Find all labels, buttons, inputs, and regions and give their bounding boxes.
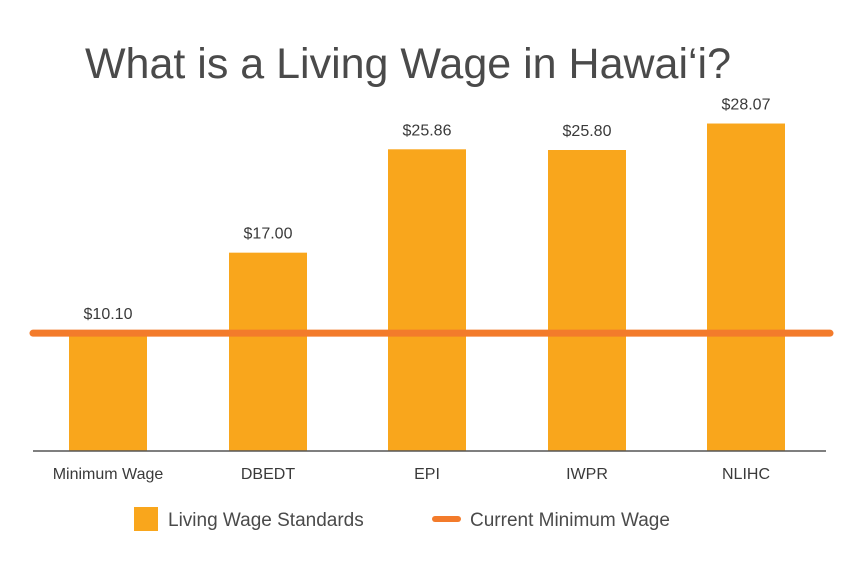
value-labels-group: $10.10 $17.00 $25.86 $25.80 $28.07 [84,97,771,324]
value-label-dbedt: $17.00 [244,226,293,243]
tick-label-epi: EPI [414,466,440,483]
bar-iwpr [548,150,626,451]
tick-label-dbedt: DBEDT [241,466,295,483]
legend-swatch-living-wage [134,507,158,531]
value-label-nlihc: $28.07 [722,97,771,114]
value-label-epi: $25.86 [403,122,452,139]
value-label-iwpr: $25.80 [563,123,612,140]
bars-group [69,123,785,452]
legend-label-minimum-wage: Current Minimum Wage [470,510,670,531]
bar-epi [388,149,466,452]
bar-dbedt [229,252,307,451]
chart-title: What is a Living Wage in Hawai‘i? [85,40,731,88]
tick-label-iwpr: IWPR [566,466,608,483]
value-label-minimum-wage: $10.10 [84,306,133,323]
bar-minimum-wage [69,333,147,451]
tick-label-minimum-wage: Minimum Wage [53,466,164,483]
bar-nlihc [707,123,785,452]
legend: Living Wage Standards Current Minimum Wa… [134,507,670,531]
legend-label-living-wage: Living Wage Standards [168,510,364,531]
tick-label-nlihc: NLIHC [722,466,770,483]
x-tick-labels: Minimum Wage DBEDT EPI IWPR NLIHC [53,466,770,483]
